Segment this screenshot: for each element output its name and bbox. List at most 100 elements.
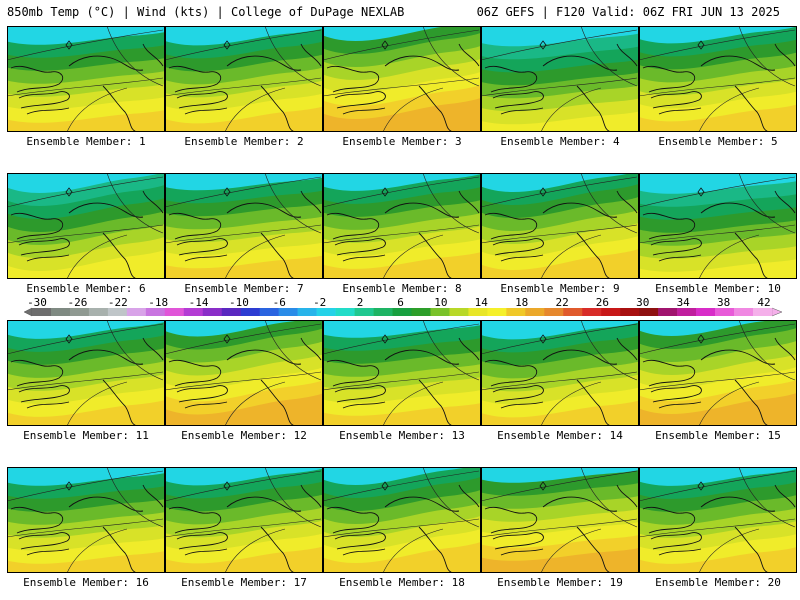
colorbar-swatch — [164, 308, 185, 316]
coastline — [300, 43, 322, 67]
diamond-marker — [697, 481, 705, 491]
coastline — [458, 484, 480, 508]
border-line — [323, 371, 480, 391]
diamond-marker — [539, 334, 547, 344]
coastline — [492, 532, 544, 550]
border-line — [165, 323, 322, 355]
coastline — [18, 238, 70, 256]
border-line — [323, 224, 480, 244]
ensemble-member-label: Ensemble Member: 13 — [339, 429, 465, 442]
temperature-map — [481, 467, 639, 573]
border-line — [66, 234, 128, 279]
coastline — [184, 254, 228, 262]
colorbar-tick-label: -30 — [27, 296, 47, 309]
coastline — [484, 506, 538, 534]
colorbar-swatch — [563, 308, 583, 316]
coastline — [226, 55, 302, 71]
coastline — [176, 532, 228, 550]
temperature-map — [639, 320, 797, 426]
coastline — [18, 532, 70, 550]
border-line — [7, 224, 164, 244]
ensemble-member-label: Ensemble Member: 6 — [26, 282, 146, 295]
coastline — [484, 212, 538, 240]
border-line — [481, 470, 638, 502]
coastline — [700, 349, 776, 365]
border-line — [323, 77, 480, 97]
coastline — [616, 43, 638, 67]
colorbar-swatch — [601, 308, 621, 316]
border-line — [382, 528, 444, 573]
ensemble-member-label: Ensemble Member: 19 — [497, 576, 623, 589]
border-line — [224, 381, 286, 426]
coastline — [260, 379, 296, 426]
border-line — [481, 224, 638, 244]
coastline — [260, 526, 296, 573]
coastline — [142, 337, 164, 361]
border-line — [698, 528, 760, 573]
temperature-map — [639, 467, 797, 573]
coastline — [334, 532, 386, 550]
coastline — [68, 202, 144, 218]
coastline — [492, 238, 544, 256]
border-line — [106, 320, 164, 381]
border-line — [7, 29, 164, 61]
ensemble-panel — [323, 26, 481, 132]
colorbar-swatch — [506, 308, 526, 316]
diamond-marker — [65, 40, 73, 50]
ensemble-panel — [7, 173, 165, 279]
temperature-map — [323, 467, 481, 573]
temperature-band — [323, 252, 481, 279]
coastline — [458, 190, 480, 214]
coastline — [326, 212, 380, 240]
ensemble-member-label: Ensemble Member: 17 — [181, 576, 307, 589]
border-line — [580, 173, 638, 234]
border-line — [481, 323, 638, 355]
colorbar-swatch — [734, 308, 754, 316]
colorbar-tick-label: 30 — [636, 296, 649, 309]
colorbar-swatch — [221, 308, 242, 316]
coastline — [342, 401, 386, 409]
colorbar-swatch — [183, 308, 204, 316]
coastline — [176, 238, 228, 256]
coastline — [700, 202, 776, 218]
coastline — [334, 238, 386, 256]
colorbar-arrow-right — [771, 307, 783, 317]
ensemble-member-label: Ensemble Member: 9 — [500, 282, 620, 295]
border-line — [639, 176, 796, 208]
coastline — [734, 85, 770, 132]
colorbar-swatch — [335, 308, 355, 316]
coastline — [184, 401, 228, 409]
coastline — [18, 91, 70, 109]
temperature-map — [165, 320, 323, 426]
colorbar-tick-label: -22 — [108, 296, 128, 309]
border-line — [422, 320, 480, 381]
colorbar-swatch — [449, 308, 469, 316]
colorbar-tick-label: 22 — [555, 296, 568, 309]
border-line — [165, 371, 322, 391]
border-line — [7, 323, 164, 355]
temperature-band — [7, 249, 165, 279]
coastline — [658, 254, 702, 262]
colorbar-swatch — [69, 308, 90, 316]
coastline — [326, 359, 380, 387]
coastline — [484, 65, 538, 93]
border-line — [165, 176, 322, 208]
coastline — [542, 202, 618, 218]
border-line — [7, 371, 164, 391]
ensemble-panel — [481, 320, 639, 426]
coastline — [10, 65, 64, 93]
temperature-map — [165, 173, 323, 279]
colorbar-swatch — [145, 308, 166, 316]
border-line — [224, 528, 286, 573]
border-line — [422, 173, 480, 234]
border-line — [422, 467, 480, 528]
colorbar-swatch — [373, 308, 393, 316]
coastline — [500, 548, 544, 556]
coastline — [642, 65, 696, 93]
colorbar-tick-label: 10 — [434, 296, 447, 309]
temperature-band — [481, 111, 639, 132]
coastline — [484, 359, 538, 387]
colorbar-tick-label: 38 — [717, 296, 730, 309]
border-line — [738, 467, 796, 528]
coastline — [700, 496, 776, 512]
